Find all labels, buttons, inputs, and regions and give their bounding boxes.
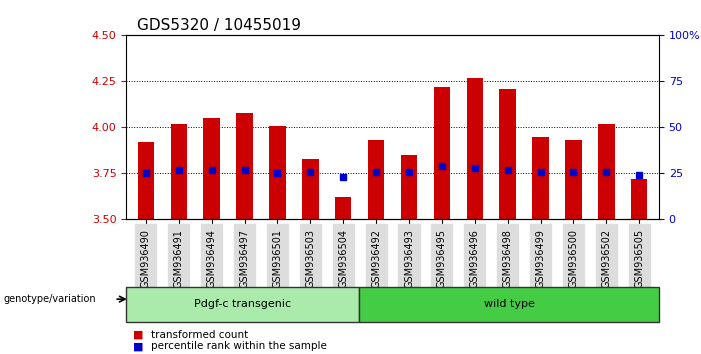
Text: wild type: wild type — [484, 299, 535, 309]
Text: GDS5320 / 10455019: GDS5320 / 10455019 — [137, 18, 301, 33]
Bar — [631, 179, 648, 219]
Text: Pdgf-c transgenic: Pdgf-c transgenic — [194, 299, 292, 309]
Bar — [137, 142, 154, 219]
Bar — [434, 87, 450, 219]
Bar — [236, 113, 253, 219]
Bar — [302, 159, 318, 219]
Bar — [335, 198, 351, 219]
Bar — [170, 124, 187, 219]
Bar — [269, 126, 286, 219]
Bar — [368, 140, 384, 219]
Text: ■: ■ — [133, 330, 144, 339]
Bar — [565, 140, 582, 219]
Bar — [499, 89, 516, 219]
Text: genotype/variation: genotype/variation — [4, 294, 96, 304]
Bar — [203, 118, 220, 219]
Bar — [598, 124, 615, 219]
Text: transformed count: transformed count — [151, 330, 248, 339]
Bar — [532, 137, 549, 219]
Text: ■: ■ — [133, 341, 144, 351]
Text: percentile rank within the sample: percentile rank within the sample — [151, 341, 327, 351]
Bar — [467, 78, 483, 219]
Bar — [401, 155, 417, 219]
